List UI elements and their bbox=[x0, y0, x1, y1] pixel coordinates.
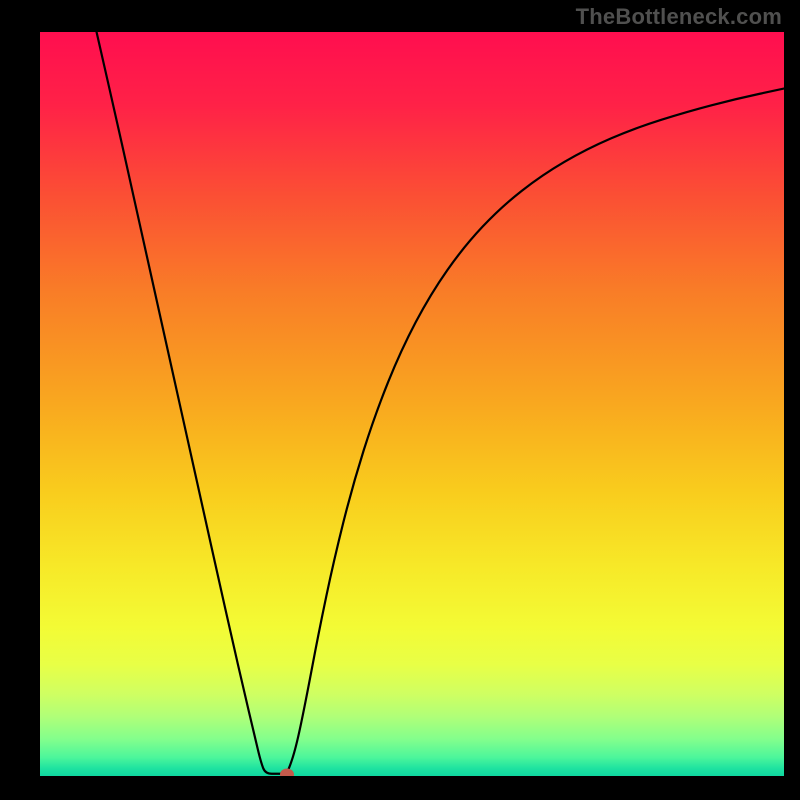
watermark-text: TheBottleneck.com bbox=[576, 4, 782, 30]
chart-container: TheBottleneck.com bbox=[0, 0, 800, 800]
gradient-background bbox=[40, 32, 784, 776]
chart-svg bbox=[40, 32, 784, 776]
